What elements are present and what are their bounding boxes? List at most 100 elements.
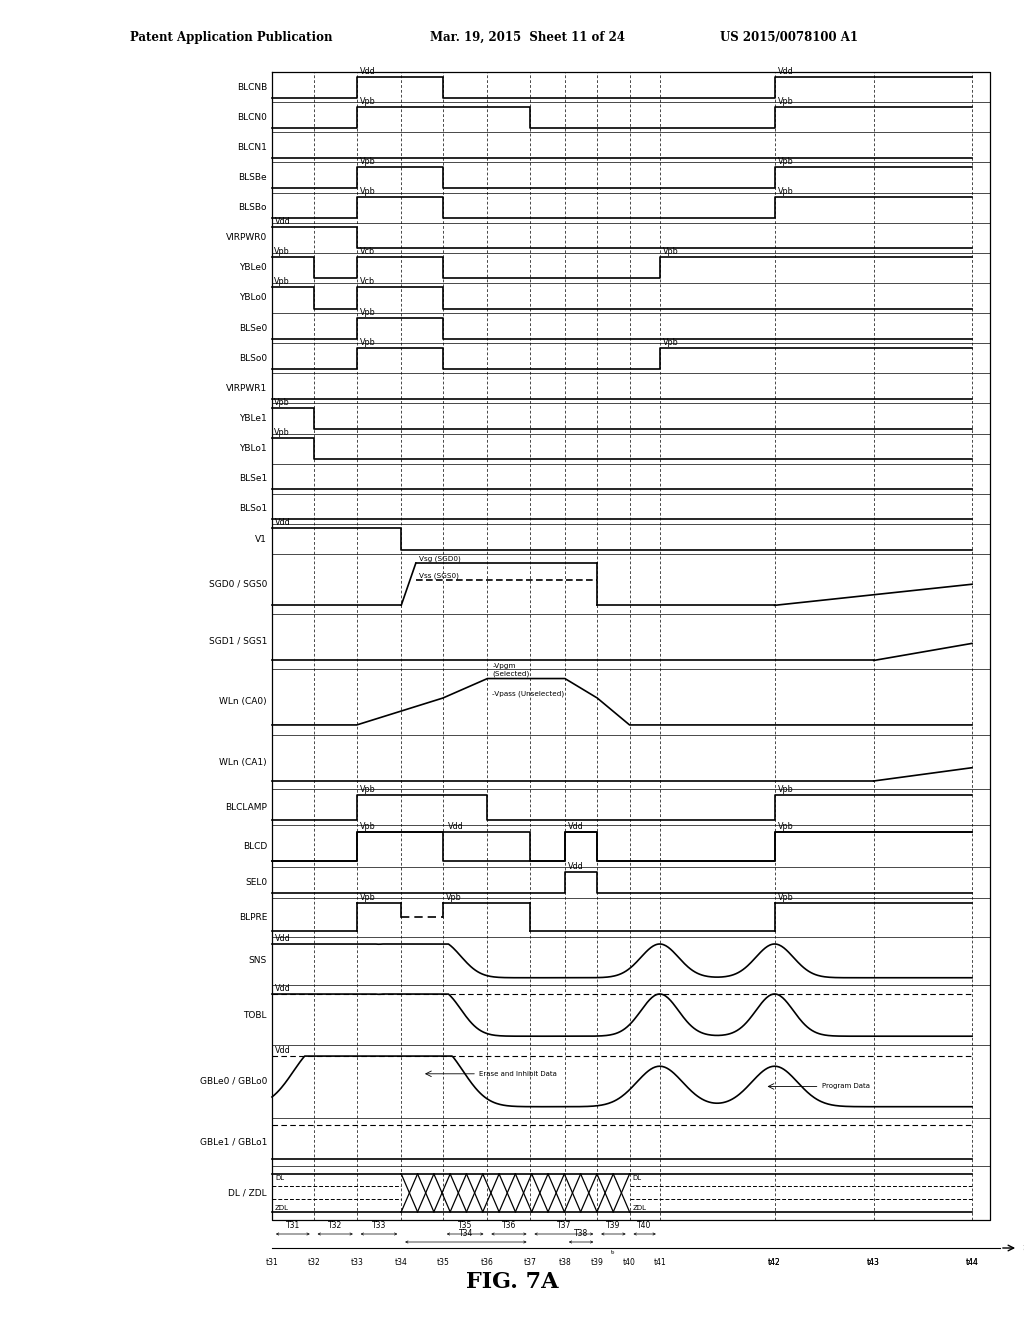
Text: DL: DL <box>633 1175 642 1181</box>
Text: BLCD: BLCD <box>243 842 267 851</box>
Text: BLCLAMP: BLCLAMP <box>225 803 267 812</box>
Text: t41: t41 <box>653 1258 666 1267</box>
Text: t33: t33 <box>350 1258 364 1267</box>
Text: BLSe0: BLSe0 <box>239 323 267 333</box>
Text: BLSe1: BLSe1 <box>239 474 267 483</box>
Text: t: t <box>1022 1243 1024 1253</box>
Text: t32: t32 <box>307 1258 321 1267</box>
Text: T38: T38 <box>574 1229 588 1238</box>
Text: t43: t43 <box>867 1258 880 1267</box>
Text: Vpb: Vpb <box>445 894 462 903</box>
Text: Vpb: Vpb <box>359 894 376 903</box>
Text: t42: t42 <box>768 1258 781 1267</box>
Text: -Vpgm
(Selected): -Vpgm (Selected) <box>493 663 529 677</box>
Text: Vpb: Vpb <box>777 96 794 106</box>
Text: YBLo0: YBLo0 <box>240 293 267 302</box>
Text: GBLe0 / GBLo0: GBLe0 / GBLo0 <box>200 1077 267 1086</box>
Text: BLSo1: BLSo1 <box>239 504 267 513</box>
Text: Vpb: Vpb <box>274 277 290 286</box>
Text: t₉: t₉ <box>611 1250 615 1255</box>
Text: Vcb: Vcb <box>359 247 375 256</box>
Text: Vpb: Vpb <box>777 157 794 166</box>
Text: T33: T33 <box>372 1221 386 1230</box>
Text: t40: t40 <box>624 1258 636 1267</box>
Text: BLSBo: BLSBo <box>239 203 267 213</box>
Text: Vpb: Vpb <box>663 247 679 256</box>
Text: Vpb: Vpb <box>359 821 376 830</box>
Text: SGD1 / SGS1: SGD1 / SGS1 <box>209 638 267 645</box>
Text: T39: T39 <box>606 1221 621 1230</box>
Text: BLPRE: BLPRE <box>239 912 267 921</box>
Text: BLSBe: BLSBe <box>239 173 267 182</box>
Text: Vpb: Vpb <box>359 187 376 197</box>
Text: Vpb: Vpb <box>777 821 794 830</box>
Text: Vdd: Vdd <box>275 935 291 942</box>
Text: t44: t44 <box>966 1258 979 1267</box>
Text: TOBL: TOBL <box>244 1011 267 1019</box>
Text: t42: t42 <box>768 1258 781 1267</box>
Text: Vpb: Vpb <box>663 338 679 347</box>
Text: t34: t34 <box>395 1258 408 1267</box>
Text: BLCNB: BLCNB <box>237 83 267 91</box>
Text: T34: T34 <box>459 1229 473 1238</box>
Text: Vdd: Vdd <box>275 983 291 993</box>
Text: VIRPWR0: VIRPWR0 <box>225 234 267 243</box>
Text: BLCN1: BLCN1 <box>238 143 267 152</box>
Text: T36: T36 <box>502 1221 516 1230</box>
Text: t35: t35 <box>436 1258 450 1267</box>
Text: Vpb: Vpb <box>359 308 376 317</box>
Text: Erase and Inhibit Data: Erase and Inhibit Data <box>479 1071 557 1077</box>
Text: Vcb: Vcb <box>359 277 375 286</box>
Text: T31: T31 <box>286 1221 300 1230</box>
Text: T37: T37 <box>557 1221 571 1230</box>
Text: t37: t37 <box>524 1258 537 1267</box>
Text: Vdd: Vdd <box>777 66 794 75</box>
Text: Vpb: Vpb <box>777 894 794 903</box>
Text: SNS: SNS <box>249 957 267 965</box>
Text: T32: T32 <box>328 1221 342 1230</box>
Text: Vpb: Vpb <box>359 157 376 166</box>
Text: t39: t39 <box>591 1258 604 1267</box>
Text: Vpb: Vpb <box>274 428 290 437</box>
Text: Vpb: Vpb <box>274 397 290 407</box>
Text: t36: t36 <box>481 1258 494 1267</box>
Text: Vpb: Vpb <box>359 784 376 793</box>
Text: Vdd: Vdd <box>275 1045 291 1055</box>
Text: t38: t38 <box>558 1258 571 1267</box>
Text: t43: t43 <box>867 1258 880 1267</box>
Text: V1: V1 <box>255 535 267 544</box>
Text: Patent Application Publication: Patent Application Publication <box>130 30 333 44</box>
Text: -Vpass (Unselected): -Vpass (Unselected) <box>493 690 564 697</box>
Text: Vdd: Vdd <box>275 218 291 226</box>
Text: ZDL: ZDL <box>275 1205 289 1210</box>
Text: Vpb: Vpb <box>777 784 794 793</box>
Text: DL / ZDL: DL / ZDL <box>228 1188 267 1197</box>
Text: Mar. 19, 2015  Sheet 11 of 24: Mar. 19, 2015 Sheet 11 of 24 <box>430 30 625 44</box>
Text: Vss (SGS0): Vss (SGS0) <box>419 573 459 579</box>
Text: WLn (CA1): WLn (CA1) <box>219 758 267 767</box>
Text: Vpb: Vpb <box>274 247 290 256</box>
Text: Vpb: Vpb <box>777 187 794 197</box>
Text: YBLe0: YBLe0 <box>240 264 267 272</box>
Text: Vdd: Vdd <box>359 66 376 75</box>
Text: BLSo0: BLSo0 <box>239 354 267 363</box>
Text: Vdd: Vdd <box>447 821 464 830</box>
Text: Vsg (SGD0): Vsg (SGD0) <box>419 556 461 562</box>
Text: Program Data: Program Data <box>821 1084 869 1089</box>
Text: T35: T35 <box>458 1221 472 1230</box>
Text: Vdd: Vdd <box>568 821 584 830</box>
Text: DL: DL <box>275 1175 284 1181</box>
Text: GBLe1 / GBLo1: GBLe1 / GBLo1 <box>200 1137 267 1146</box>
Text: T40: T40 <box>638 1221 652 1230</box>
Text: ZDL: ZDL <box>633 1205 646 1210</box>
Text: BLCN0: BLCN0 <box>238 112 267 121</box>
Text: Vdd: Vdd <box>568 862 584 871</box>
Text: YBLe1: YBLe1 <box>240 414 267 422</box>
Text: YBLo1: YBLo1 <box>240 444 267 453</box>
Text: VIRPWR1: VIRPWR1 <box>225 384 267 393</box>
Text: SEL0: SEL0 <box>245 878 267 887</box>
Text: Vdd: Vdd <box>275 519 291 528</box>
Text: SGD0 / SGS0: SGD0 / SGS0 <box>209 579 267 589</box>
Text: t44: t44 <box>966 1258 979 1267</box>
Text: FIG. 7A: FIG. 7A <box>466 1271 558 1294</box>
